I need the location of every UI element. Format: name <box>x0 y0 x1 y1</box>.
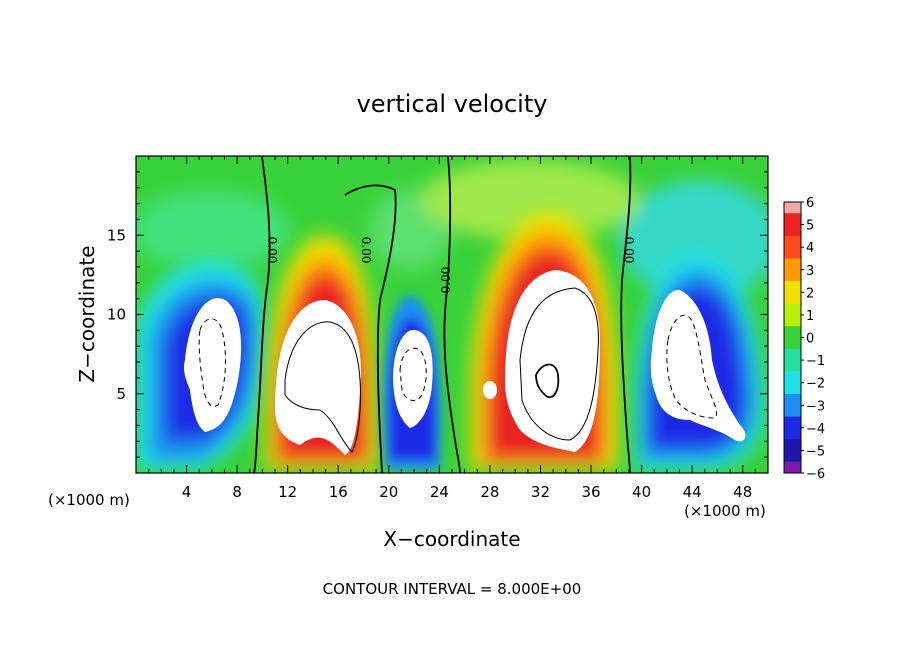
colorbar: 6 5 4 3 2 1 0 −1 −2 −3 −4 −5 −6 <box>783 196 825 482</box>
contour-label-3: 0.00 <box>439 267 453 294</box>
x-tick-label: 36 <box>581 483 600 501</box>
colorbar-swatch <box>784 292 801 305</box>
contour-label-4: 0.00 <box>622 237 636 264</box>
y-tick-label: 15 <box>107 226 126 244</box>
cell-core-2 <box>275 300 361 455</box>
colorbar-tick-label: −4 <box>806 422 825 437</box>
contour-interval-footer: CONTOUR INTERVAL = 8.000E+00 <box>323 580 582 598</box>
colorbar-tick-label: 0 <box>806 332 814 347</box>
cell-core-5 <box>650 289 746 442</box>
colorbar-swatch <box>784 326 801 338</box>
y-axis: 5 10 15 <box>107 171 768 458</box>
x-tick-label: 40 <box>632 483 651 501</box>
chart-title: vertical velocity <box>357 90 548 118</box>
colorbar-swatch <box>784 258 801 271</box>
zero-contours <box>253 156 632 473</box>
colorbar-swatch <box>784 416 801 429</box>
colorbar-swatch <box>784 269 801 282</box>
colorbar-tick-label: 2 <box>806 286 814 301</box>
x-tick-label: 8 <box>232 483 242 501</box>
x-axis: 4 8 12 16 20 24 28 32 36 40 44 48 <box>148 156 756 501</box>
dashed-contours <box>198 314 718 419</box>
x-unit-right: (×1000 m) <box>684 502 766 520</box>
x-tick-label: 16 <box>329 483 348 501</box>
colorbar-tick-label: −5 <box>806 444 825 459</box>
contour-label-1: 0.00 <box>265 237 279 264</box>
x-tick-label: 24 <box>430 483 449 501</box>
colorbar-tick-label: 1 <box>806 309 814 324</box>
colorbar-swatch <box>784 427 801 440</box>
colorbar-swatch <box>784 450 801 463</box>
colorbar-tick-label: −3 <box>806 399 825 414</box>
x-axis-label: X−coordinate <box>383 527 520 551</box>
contour-label-2: 0.00 <box>359 237 373 264</box>
y-axis-label: Z−coordinate <box>75 245 99 382</box>
x-tick-label: 4 <box>182 483 192 501</box>
y-tick-label: 10 <box>107 306 126 324</box>
colorbar-swatch <box>784 247 801 259</box>
colorbar-swatch <box>784 405 801 418</box>
field-area <box>136 156 768 473</box>
colorbar-tick-label: −2 <box>806 377 825 392</box>
colorbar-swatch <box>784 213 801 226</box>
colorbar-tick-label: 5 <box>806 219 814 234</box>
colorbar-swatch <box>784 337 801 350</box>
x-tick-label: 20 <box>379 483 398 501</box>
colorbar-swatch <box>784 281 801 293</box>
inner-contours <box>284 287 599 453</box>
x-tick-label: 48 <box>733 483 752 501</box>
colorbar-swatch <box>784 202 801 214</box>
colorbar-swatch <box>784 461 801 474</box>
colorbar-swatch <box>784 348 801 361</box>
contour-label-group: 0.00 0.00 0.00 0.00 <box>265 237 636 294</box>
colorbar-tick-label: 3 <box>806 264 814 279</box>
colorbar-swatch <box>784 360 801 372</box>
colorbar-swatch <box>784 314 801 327</box>
colorbar-swatch <box>784 382 801 395</box>
x-tick-label: 28 <box>480 483 499 501</box>
colorbar-swatch <box>784 439 801 451</box>
colorbar-tick-label: 4 <box>806 241 814 256</box>
colorbar-swatch <box>784 393 801 406</box>
x-tick-label: 12 <box>278 483 297 501</box>
colorbar-swatch <box>784 303 801 316</box>
cell-core-4 <box>505 270 600 452</box>
x-unit-left: (×1000 m) <box>48 491 130 509</box>
x-tick-label: 32 <box>531 483 550 501</box>
colorbar-tick-label: −6 <box>806 467 825 482</box>
y-tick-label: 5 <box>116 385 126 403</box>
x-tick-label: 44 <box>683 483 702 501</box>
colorbar-tick-label: 6 <box>806 196 814 211</box>
colorbar-swatch <box>784 371 801 384</box>
colorbar-swatch <box>784 224 801 237</box>
cell-core-1 <box>183 298 242 432</box>
colorbar-tick-label: −1 <box>806 354 825 369</box>
colorbar-swatch <box>784 235 801 248</box>
